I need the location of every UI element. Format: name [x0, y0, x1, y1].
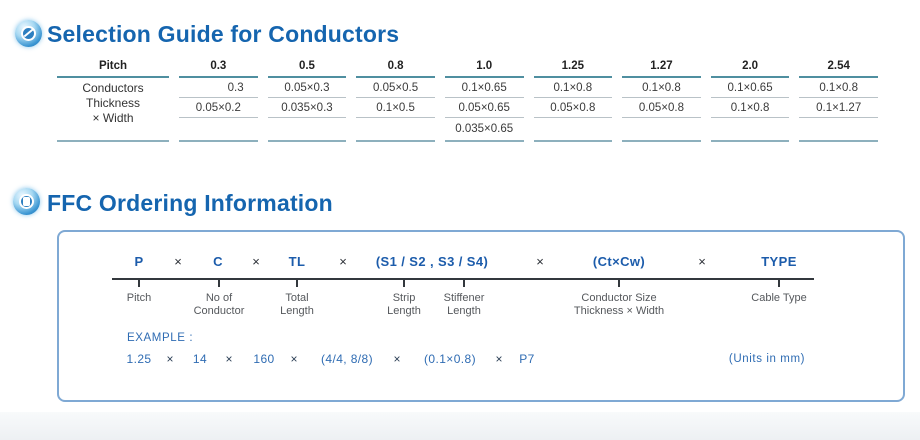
page-bottom-band — [0, 412, 920, 440]
conductor-selection-table: Pitch 0.3 0.5 0.8 1.0 1.25 1.27 2.0 2.54… — [57, 56, 878, 142]
table-header-cell: 0.3 — [179, 56, 258, 78]
table-cell: 0.1×0.5 — [356, 98, 435, 118]
example-operator: × — [166, 352, 174, 366]
table-cell — [710, 118, 790, 142]
formula-operator: × — [698, 254, 706, 269]
example-operator: × — [495, 352, 503, 366]
formula-term-conductor-size: (Ct×Cw) — [592, 254, 646, 269]
table-cell: 0.1×0.8 — [533, 78, 613, 98]
formula-operator: × — [174, 254, 182, 269]
ffc-ordering-bullet-icon — [13, 188, 40, 215]
formula-label-no-of-conductor: No of Conductor — [193, 292, 245, 317]
example-token-pitch: 1.25 — [126, 352, 152, 366]
example-token-conductors: 14 — [192, 352, 208, 366]
table-cell: 0.035×0.3 — [267, 98, 347, 118]
tick-mark — [778, 278, 780, 287]
example-operator: × — [225, 352, 233, 366]
table-header-cell: 1.0 — [444, 56, 524, 78]
document-glyph-icon — [23, 197, 30, 206]
table-cell — [533, 118, 613, 142]
table-header-cell: 1.25 — [533, 56, 613, 78]
table-cell: 0.05×0.8 — [622, 98, 701, 118]
selection-guide-title: Selection Guide for Conductors — [47, 21, 400, 47]
ffc-ordering-title: FFC Ordering Information — [47, 190, 333, 216]
row-label-line: Conductors — [82, 81, 144, 95]
table-cell — [356, 118, 435, 142]
table-cell — [799, 118, 878, 142]
formula-term-conductor: C — [213, 254, 223, 269]
table-cell: 0.05×0.5 — [356, 78, 435, 98]
formula-label-cable-type: Cable Type — [751, 292, 807, 304]
table-cell: 0.1×1.27 — [799, 98, 878, 118]
tick-mark — [296, 278, 298, 287]
table-row-label: Conductors Thickness × Width — [57, 78, 169, 142]
table-cell: 0.05×0.3 — [267, 78, 347, 98]
tick-mark — [403, 278, 405, 287]
formula-term-total-length: TL — [288, 254, 306, 269]
table-header-cell: 0.5 — [267, 56, 347, 78]
table-cell: 0.05×0.2 — [179, 98, 258, 118]
tick-mark — [463, 278, 465, 287]
example-token-type: P7 — [519, 352, 535, 366]
table-header-cell: 0.8 — [356, 56, 435, 78]
selection-guide-bullet-icon — [15, 20, 42, 47]
example-token-length: 160 — [253, 352, 275, 366]
tick-mark — [218, 278, 220, 287]
table-cell: 0.05×0.65 — [444, 98, 524, 118]
table-cell: 0.1×0.8 — [710, 98, 790, 118]
formula-term-pitch: P — [134, 254, 144, 269]
table-cell: 0.1×0.8 — [622, 78, 701, 98]
ordering-info-box: P × C × TL × (S1 / S2 , S3 / S4) × (Ct×C… — [57, 230, 905, 402]
table-header-cell: 2.54 — [799, 56, 878, 78]
table-cell: 0.035×0.65 — [444, 118, 524, 142]
example-token-strips: (4/4, 8/8) — [320, 352, 374, 366]
table-header-cell: 2.0 — [710, 56, 790, 78]
table-cell — [179, 118, 258, 142]
tick-mark — [618, 278, 620, 287]
formula-operator: × — [339, 254, 347, 269]
units-note: (Units in mm) — [728, 353, 806, 365]
example-token-size: (0.1×0.8) — [424, 352, 476, 366]
table-cell: 0.1×0.65 — [710, 78, 790, 98]
table-cell: 0.3 — [179, 78, 258, 98]
formula-operator: × — [252, 254, 260, 269]
example-operator: × — [290, 352, 298, 366]
row-label-line: Thickness — [85, 96, 141, 110]
formula-term-strip-stiffener: (S1 / S2 , S3 / S4) — [375, 254, 489, 269]
formula-label-stiffener-length: Stiffener Length — [443, 292, 485, 317]
example-heading: EXAMPLE : — [127, 332, 194, 344]
table-cell — [267, 118, 347, 142]
tick-mark — [138, 278, 140, 287]
table-cell — [622, 118, 701, 142]
formula-operator: × — [536, 254, 544, 269]
formula-label-conductor-size: Conductor Size Thickness × Width — [573, 292, 665, 317]
example-operator: × — [393, 352, 401, 366]
table-cell: 0.05×0.8 — [533, 98, 613, 118]
formula-label-strip-length: Strip Length — [387, 292, 421, 317]
formula-label-pitch: Pitch — [126, 292, 152, 304]
table-header-pitch: Pitch — [57, 56, 169, 78]
formula-term-type: TYPE — [761, 254, 797, 269]
table-cell: 0.1×0.8 — [799, 78, 878, 98]
row-label-line: × Width — [92, 111, 134, 125]
table-cell: 0.1×0.65 — [444, 78, 524, 98]
formula-label-total-length: Total Length — [280, 292, 314, 317]
table-header-cell: 1.27 — [622, 56, 701, 78]
